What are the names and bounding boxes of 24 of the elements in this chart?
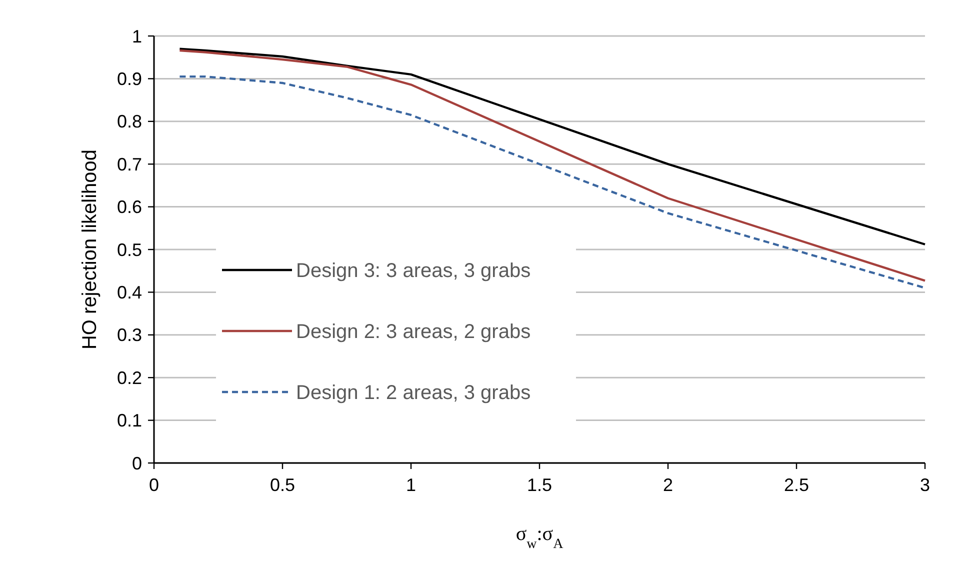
y-tick-label: 0.4 [116,282,142,302]
x-tick-label: 0.5 [270,475,296,495]
y-axis-title: HO rejection likelihood [79,149,101,350]
y-tick-label: 0.7 [116,154,142,174]
x-tick-label: 2 [662,475,674,495]
legend-label: Design 1: 2 areas, 3 grabs [296,382,531,404]
x-axis-title: σ$_{w}$:σ$_{A}$ [516,523,564,552]
y-tick-label: 0.5 [116,240,142,260]
line-series [178,48,926,246]
x-tick-label: 3 [920,475,930,495]
y-tick-label: 0.3 [116,325,142,346]
x-tick-label: 1.5 [526,475,552,495]
y-tick-label: 0.6 [116,197,142,218]
x-tick-label: 0 [148,475,160,495]
y-tick-label: 0.8 [116,112,142,132]
y-tick-label: 0.2 [116,368,142,388]
y-tick-label: 0.9 [116,69,142,89]
legend-label: Design 3: 3 areas, 3 grabs [296,260,531,282]
y-tick-label: 1 [132,26,142,46]
y-tick-label: 0.1 [116,410,142,431]
legend-label: Design 2: 3 areas, 2 grabs [296,321,531,343]
x-tick-label: 2.5 [784,475,810,495]
y-tick-label: 0 [132,453,142,474]
x-tick-label: 1 [406,475,416,495]
